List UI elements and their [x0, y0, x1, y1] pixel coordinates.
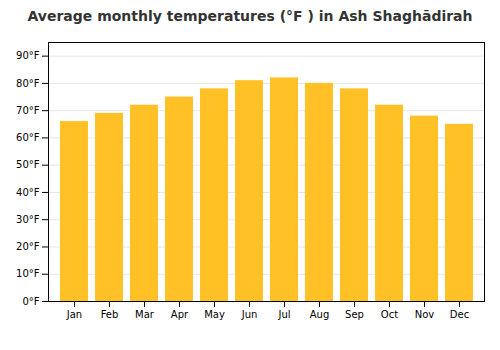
svg-text:Nov: Nov [415, 309, 435, 320]
svg-text:Dec: Dec [450, 309, 469, 320]
svg-text:60°F: 60°F [16, 132, 40, 143]
svg-text:Sep: Sep [345, 309, 364, 320]
svg-text:40°F: 40°F [16, 187, 40, 198]
svg-text:0°F: 0°F [22, 296, 39, 307]
svg-text:50°F: 50°F [16, 159, 40, 170]
svg-text:Jul: Jul [277, 309, 290, 320]
svg-text:Jan: Jan [66, 309, 82, 320]
svg-text:Feb: Feb [101, 309, 119, 320]
svg-text:10°F: 10°F [16, 268, 40, 279]
svg-text:May: May [204, 309, 225, 320]
svg-text:Apr: Apr [171, 309, 189, 320]
html-text:Average monthly temperatures (: Average monthly temperatures (°F ) in As… [27, 8, 473, 24]
svg-text:80°F: 80°F [16, 78, 40, 89]
svg-text:Mar: Mar [135, 309, 155, 320]
svg-text:30°F: 30°F [16, 214, 40, 225]
svg-text:Oct: Oct [381, 309, 398, 320]
svg-text:90°F: 90°F [16, 50, 40, 61]
svg-text:20°F: 20°F [16, 241, 40, 252]
svg-text:70°F: 70°F [16, 105, 40, 116]
svg-text:Aug: Aug [310, 309, 330, 320]
svg-text:Jun: Jun [241, 309, 258, 320]
